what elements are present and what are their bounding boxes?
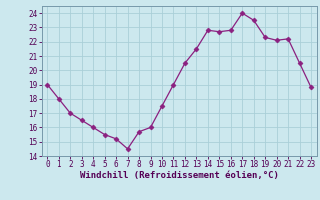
- X-axis label: Windchill (Refroidissement éolien,°C): Windchill (Refroidissement éolien,°C): [80, 171, 279, 180]
